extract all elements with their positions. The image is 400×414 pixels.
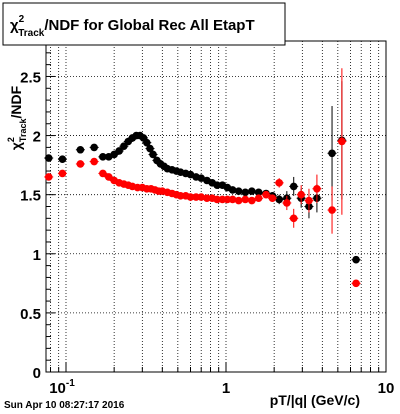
title-suffix: /NDF for Global Rec All EtapT — [44, 17, 254, 34]
data-point — [44, 173, 53, 181]
data-point — [289, 214, 298, 223]
y-tick-label: 1 — [33, 247, 41, 264]
data-point — [143, 138, 151, 147]
x-tick-base: 10 — [378, 380, 395, 397]
data-point — [297, 190, 305, 199]
y-tick-label: 1.5 — [20, 188, 41, 205]
plot-frame — [45, 40, 387, 373]
title-chi: χ — [10, 17, 19, 34]
data-point — [275, 179, 283, 187]
title-superscript: 2 — [19, 14, 25, 25]
data-point — [44, 154, 53, 162]
x-tick-label: 10-1 — [49, 378, 75, 397]
ylabel-chi: χ — [8, 142, 24, 150]
y-tick-label: 0 — [33, 365, 41, 382]
data-point — [275, 195, 283, 204]
data-point — [241, 195, 250, 204]
y-tick-label: 2 — [33, 129, 41, 146]
data-points — [44, 68, 361, 288]
data-point — [58, 155, 67, 164]
data-point — [234, 196, 243, 205]
data-point — [203, 194, 211, 203]
x-tick-label: 1 — [222, 380, 230, 397]
data-point — [90, 157, 98, 166]
ylabel-subscript: Track — [18, 118, 28, 143]
title-box — [2, 2, 286, 46]
y-tick-label: 0.5 — [20, 306, 41, 323]
data-point — [146, 144, 154, 153]
data-point — [283, 199, 291, 207]
data-point — [254, 194, 263, 203]
x-tick-base: 10 — [49, 380, 66, 397]
data-point — [99, 153, 107, 161]
ylabel-superscript: 2 — [6, 137, 16, 142]
grid — [46, 41, 386, 372]
data-point — [99, 169, 107, 178]
data-point — [305, 196, 313, 205]
data-point — [228, 186, 237, 194]
tick-labels: 00.511.522.510-1 1 10 — [20, 69, 394, 397]
data-point — [248, 196, 256, 205]
data-point — [76, 160, 85, 168]
y-axis-label: χ2 Track/NDF — [6, 85, 28, 150]
data-point — [254, 188, 263, 197]
title-subscript: Track — [18, 28, 45, 39]
x-tick-label: 10 — [378, 380, 395, 397]
data-point — [352, 255, 360, 264]
x-tick-base: 1 — [222, 380, 230, 397]
data-point — [213, 181, 221, 190]
data-point — [234, 187, 243, 195]
data-point — [149, 150, 157, 159]
chart-title: χ2 Track/NDF for Global Rec All EtapT — [10, 14, 255, 39]
data-point — [338, 137, 346, 146]
x-axis-label: pT/|q| (GeV/c) — [270, 392, 360, 408]
ylabel-suffix: /NDF — [8, 85, 24, 118]
data-point — [241, 188, 250, 197]
data-point — [268, 194, 277, 203]
data-point — [223, 195, 232, 204]
y-tick-label: 2.5 — [20, 69, 41, 86]
data-point — [115, 147, 123, 155]
x-tick-exponent: -1 — [66, 378, 75, 389]
data-point — [58, 169, 67, 178]
data-point — [228, 195, 237, 204]
data-point — [213, 195, 221, 204]
axis-ticks — [46, 52, 387, 373]
data-point — [328, 149, 336, 158]
data-point — [186, 193, 195, 201]
data-point — [328, 206, 336, 214]
data-point — [262, 190, 270, 199]
timestamp-footer: Sun Apr 10 08:27:17 2016 — [4, 400, 125, 411]
data-point — [197, 193, 206, 201]
data-point — [352, 279, 360, 288]
data-point — [76, 145, 85, 154]
data-point — [313, 184, 321, 193]
data-point — [90, 143, 98, 152]
data-point — [104, 173, 113, 181]
data-point — [248, 187, 256, 195]
data-point — [289, 182, 298, 191]
